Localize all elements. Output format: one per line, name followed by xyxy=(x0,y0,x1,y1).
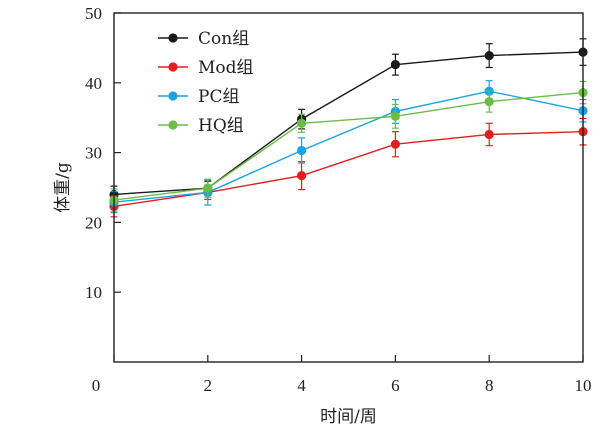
x-tick-label-8: 8 xyxy=(485,376,494,395)
plot-area xyxy=(109,38,588,218)
point-2-2 xyxy=(297,145,307,156)
legend-marker-0 xyxy=(168,33,178,43)
x-tick-label-10: 10 xyxy=(575,376,592,395)
x-tick-label-6: 6 xyxy=(391,376,400,395)
legend-label-3: HQ组 xyxy=(198,116,244,136)
legend-label-0: Con组 xyxy=(198,29,249,49)
point-1-3 xyxy=(390,139,400,149)
legend-entry-2: PC组 xyxy=(158,87,239,107)
axes: 0 2 4 6 8 10 10 20 30 40 50 xyxy=(85,4,592,395)
plot-frame xyxy=(113,12,584,363)
series-3 xyxy=(109,80,588,212)
point-0-3 xyxy=(390,60,400,70)
point-3-4 xyxy=(484,97,494,107)
legend-marker-3 xyxy=(168,120,178,130)
point-3-1 xyxy=(203,183,213,193)
point-3-3 xyxy=(390,111,400,121)
series-line-3 xyxy=(113,91,584,201)
legend-entry-3: HQ组 xyxy=(158,116,244,136)
point-1-4 xyxy=(484,129,494,140)
x-tick-label-2: 2 xyxy=(204,376,213,395)
legend-entry-1: Mod组 xyxy=(158,58,254,78)
point-3-2 xyxy=(297,118,307,128)
x-axis-title: 时间/周 xyxy=(320,407,377,427)
y-tick-label-50: 50 xyxy=(85,4,102,23)
series-line-0 xyxy=(113,51,584,196)
y-axis-title: 体重/g xyxy=(53,162,73,213)
legend-marker-1 xyxy=(168,62,178,72)
legend-entry-0: Con组 xyxy=(158,29,249,49)
x-tick-label-4: 4 xyxy=(297,376,306,395)
legend-label-2: PC组 xyxy=(198,87,239,107)
legend-marker-2 xyxy=(168,91,178,101)
legend-label-1: Mod组 xyxy=(198,58,254,78)
y-tick-label-10: 10 xyxy=(85,283,102,302)
y-tick-label-20: 20 xyxy=(85,213,102,232)
series-line-2 xyxy=(113,90,584,203)
point-1-2 xyxy=(297,171,307,181)
y-tick-label-40: 40 xyxy=(85,74,102,93)
point-0-4 xyxy=(484,50,494,61)
y-tick-label-30: 30 xyxy=(85,144,102,163)
x-tick-label-0: 0 xyxy=(92,376,101,395)
legend: Con组 Mod组 PC组 HQ组 xyxy=(158,29,254,136)
